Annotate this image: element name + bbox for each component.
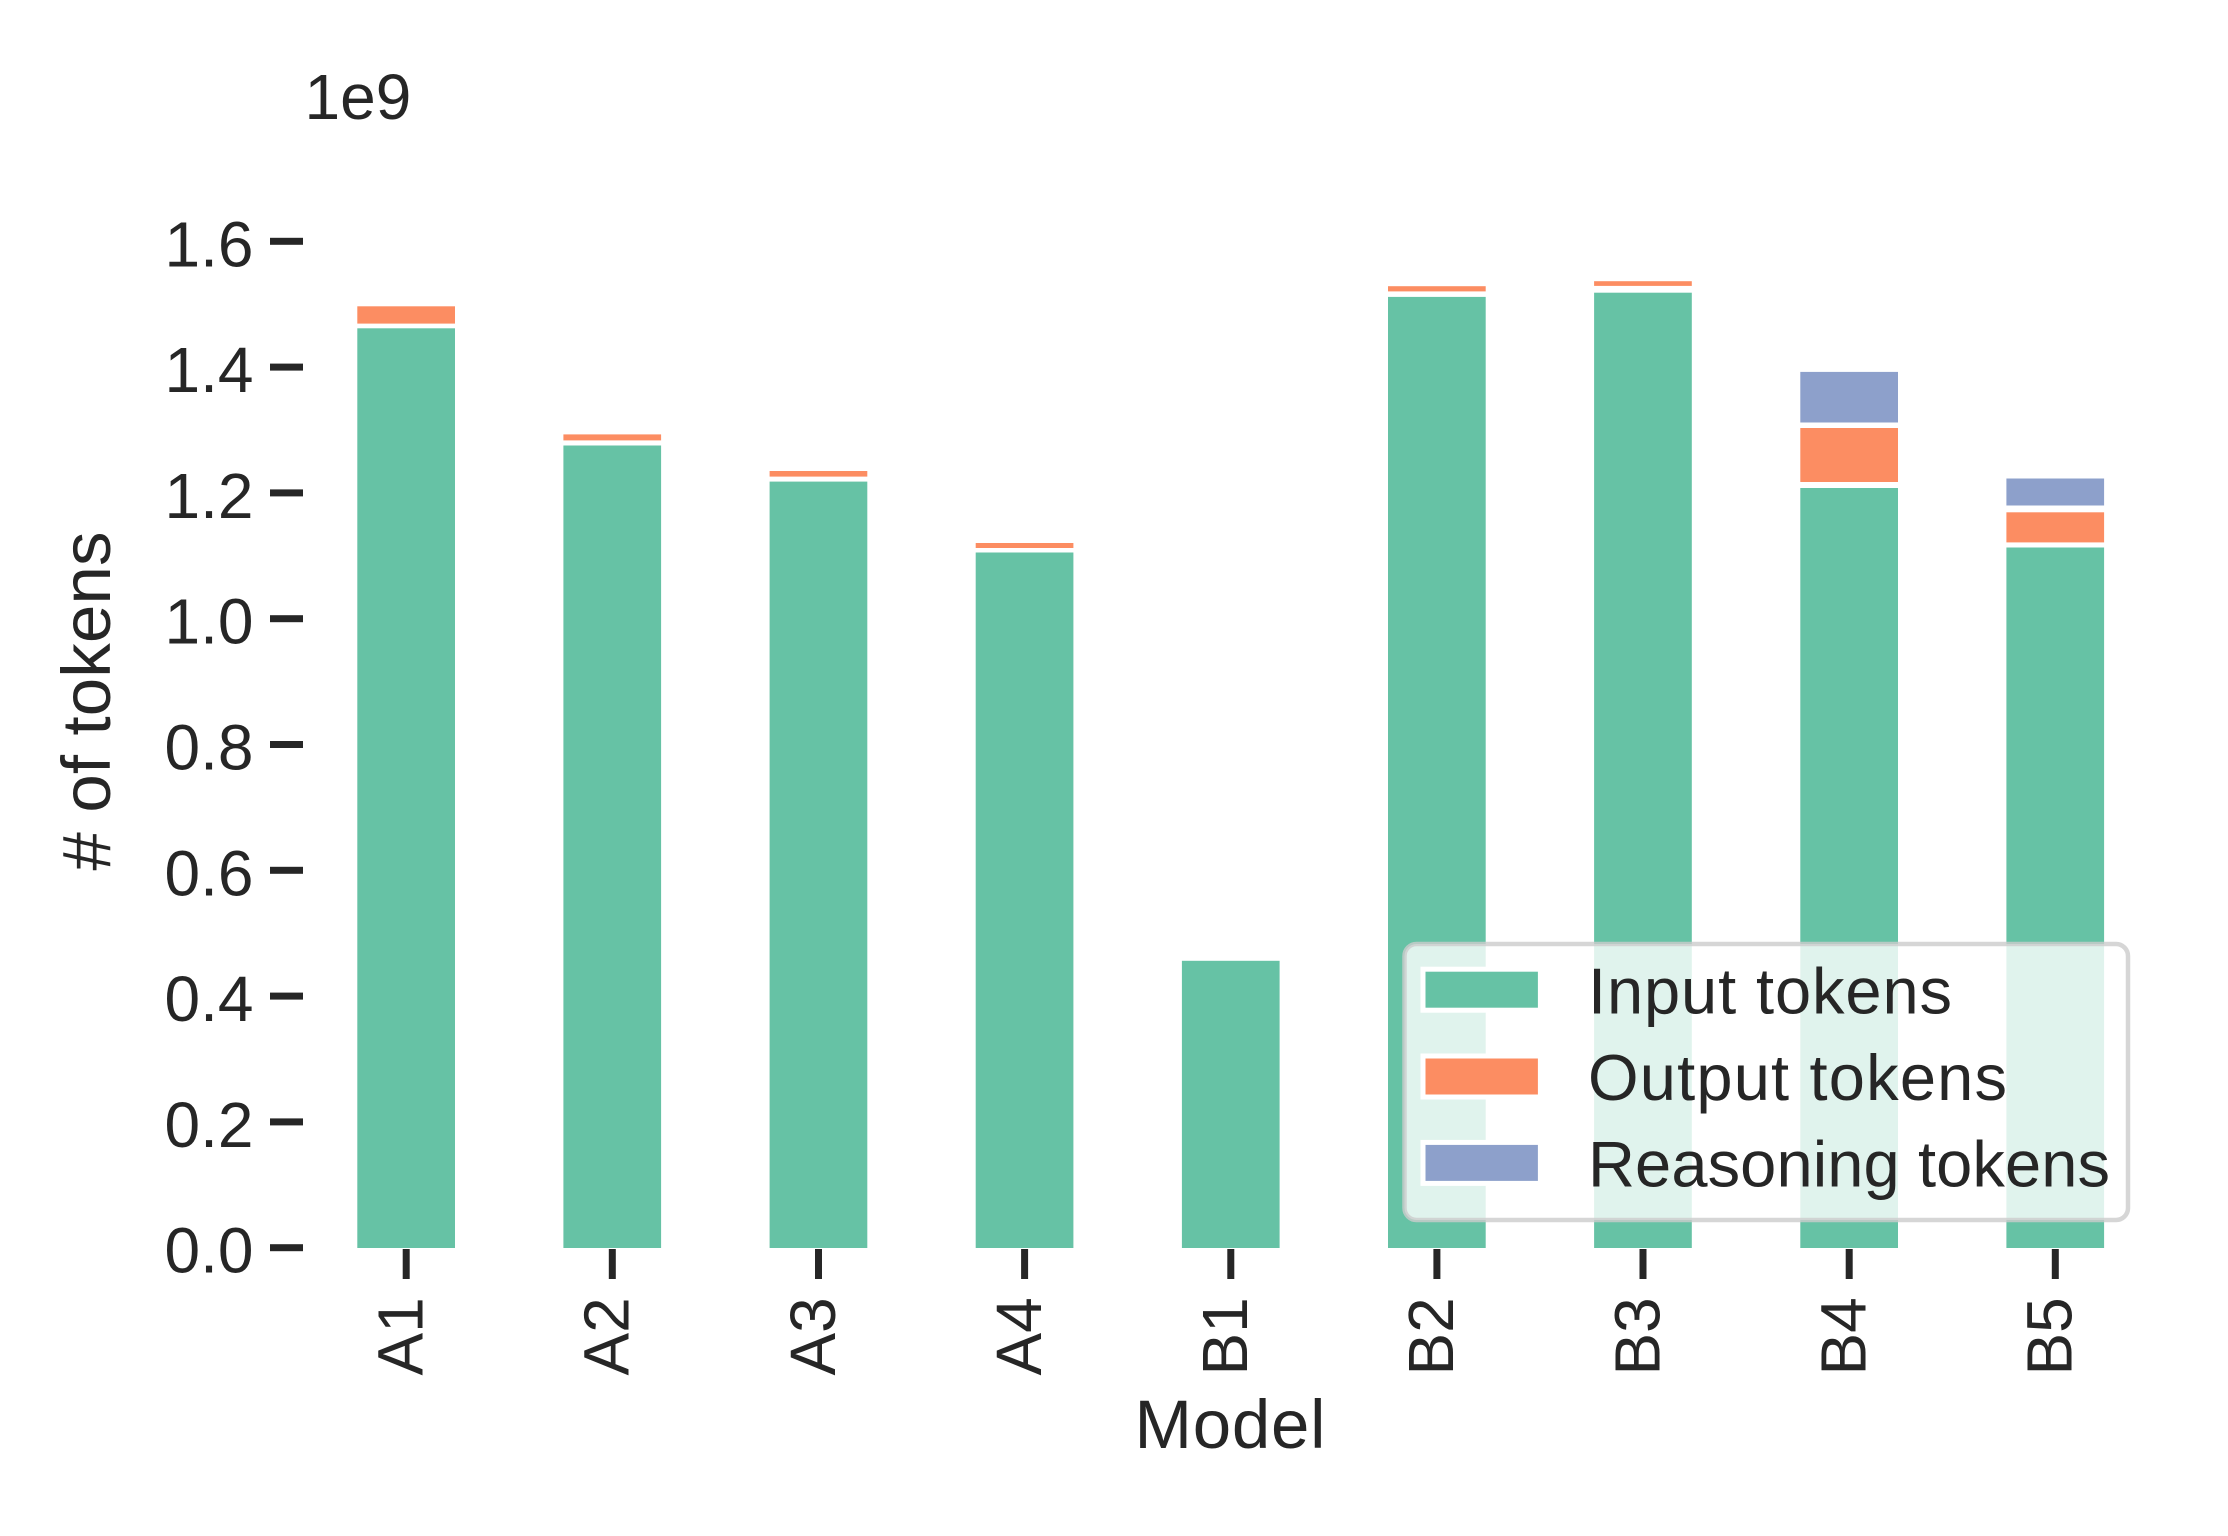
- svg-text:B1: B1: [1189, 1297, 1261, 1375]
- svg-text:A4: A4: [983, 1297, 1055, 1375]
- svg-text:A1: A1: [365, 1297, 437, 1375]
- svg-text:# of tokens: # of tokens: [48, 532, 125, 871]
- svg-text:1.6: 1.6: [165, 208, 254, 280]
- svg-text:A3: A3: [777, 1297, 849, 1375]
- svg-text:0.0: 0.0: [165, 1215, 254, 1287]
- svg-text:Model: Model: [1135, 1386, 1326, 1463]
- svg-text:1.4: 1.4: [165, 334, 254, 406]
- svg-text:1.0: 1.0: [165, 586, 254, 658]
- svg-text:0.8: 0.8: [165, 712, 254, 784]
- svg-text:A2: A2: [571, 1297, 643, 1375]
- svg-text:0.2: 0.2: [165, 1089, 254, 1161]
- svg-text:0.6: 0.6: [165, 837, 254, 909]
- svg-text:0.4: 0.4: [165, 963, 254, 1035]
- svg-text:Reasoning tokens: Reasoning tokens: [1588, 1128, 2110, 1201]
- svg-text:Input tokens: Input tokens: [1588, 954, 1952, 1027]
- svg-text:B4: B4: [1808, 1297, 1880, 1375]
- svg-text:Output tokens: Output tokens: [1588, 1041, 2007, 1114]
- svg-text:1.2: 1.2: [165, 460, 254, 532]
- svg-text:B2: B2: [1395, 1297, 1467, 1375]
- svg-text:1e9: 1e9: [305, 61, 412, 133]
- svg-text:B5: B5: [2014, 1297, 2086, 1375]
- svg-text:B3: B3: [1601, 1297, 1673, 1375]
